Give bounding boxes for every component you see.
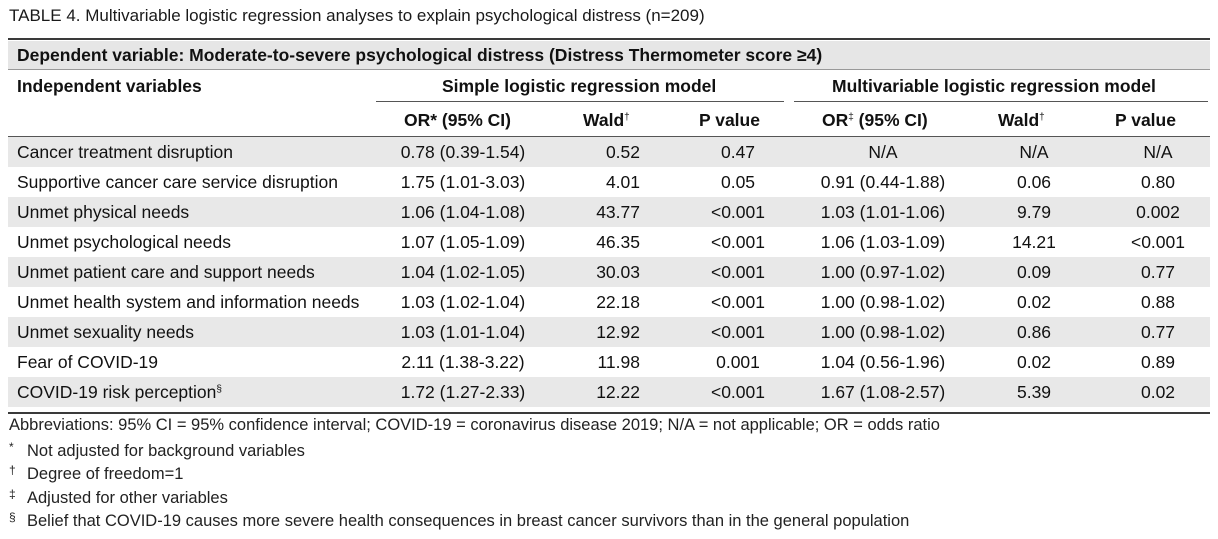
footnote-item: § Belief that COVID-19 causes more severe… xyxy=(9,510,910,530)
multi-wald-cell: N/A xyxy=(1019,142,1049,162)
simple-p-cell: <0.001 xyxy=(710,322,765,342)
simple-wald-cell: 12.92 xyxy=(596,322,640,342)
multi-p-cell: 0.80 xyxy=(1140,172,1176,192)
row-label: Unmet health system and information need… xyxy=(17,292,360,312)
multi-p-cell: 0.002 xyxy=(1136,202,1180,222)
table-row: Unmet psychological needs 1.07 (1.05-1.09… xyxy=(8,227,1210,257)
header-multi-wald: Wald† xyxy=(998,110,1045,130)
footnote-item: † Degree of freedom=1 xyxy=(9,463,184,483)
multi-or-cell: 1.04 (0.56-1.96) xyxy=(820,352,946,372)
simple-wald-cell: 12.22 xyxy=(596,382,640,402)
simple-or-cell: 1.07 (1.05-1.09) xyxy=(400,232,526,252)
row-label: Unmet patient care and support needs xyxy=(17,262,315,282)
row-label: Unmet physical needs xyxy=(17,202,190,222)
dependent-variable-label: Dependent variable: Moderate-to-severe p… xyxy=(17,45,823,65)
table-row: Fear of COVID-19 2.11 (1.38-3.22) 11.98 0.0… xyxy=(8,347,1210,377)
header-simple-or: OR* (95% CI) xyxy=(404,110,511,130)
multi-wald-cell: 9.79 xyxy=(1016,202,1052,222)
footnote-item: * Not adjusted for background variables xyxy=(9,439,305,460)
multi-or-cell: 1.00 (0.98-1.02) xyxy=(820,322,946,342)
dependent-variable-row: Dependent variable: Moderate-to-severe p… xyxy=(8,41,1210,70)
table-number: TABLE 4. xyxy=(9,6,81,25)
simple-or-cell: 1.04 (1.02-1.05) xyxy=(400,262,526,282)
multi-or-cell: 1.00 (0.97-1.02) xyxy=(820,262,946,282)
simple-wald-cell: 0.52 xyxy=(605,142,640,162)
table-row: Unmet physical needs 1.06 (1.04-1.08) 43.7… xyxy=(8,197,1210,227)
simple-p-cell: 0.47 xyxy=(720,142,756,162)
table-row: Unmet health system and information need… xyxy=(8,287,1210,317)
multi-p-cell: 0.77 xyxy=(1140,322,1176,342)
row-label: Unmet psychological needs xyxy=(17,232,232,252)
table-row: Supportive cancer care service disruptio… xyxy=(8,167,1210,197)
multi-wald-cell: 14.21 xyxy=(1012,232,1056,252)
header-multivariable-model: Multivariable logistic regression model xyxy=(832,76,1156,96)
simple-or-cell: 1.72 (1.27-2.33) xyxy=(400,382,526,402)
multi-or-cell: 1.67 (1.08-2.57) xyxy=(820,382,946,402)
multi-p-cell: 0.02 xyxy=(1140,382,1176,402)
simple-p-cell: 0.05 xyxy=(720,172,756,192)
multi-p-cell: 0.88 xyxy=(1140,292,1176,312)
header-multi-p-value: P value xyxy=(1115,110,1176,130)
simple-wald-cell: 43.77 xyxy=(596,202,640,222)
multi-p-cell: 0.89 xyxy=(1140,352,1176,372)
simple-or-cell: 1.06 (1.04-1.08) xyxy=(400,202,526,222)
simple-wald-cell: 4.01 xyxy=(605,172,640,192)
multi-or-cell: 1.00 (0.98-1.02) xyxy=(820,292,946,312)
footnote-abbreviations: Abbreviations: 95% CI = 95% confidence i… xyxy=(9,416,940,434)
simple-p-cell: 0.001 xyxy=(716,352,760,372)
header-divider-multivariable xyxy=(794,101,1208,102)
simple-or-cell: 0.78 (0.39-1.54) xyxy=(400,142,526,162)
simple-or-cell: 1.75 (1.01-3.03) xyxy=(400,172,526,192)
header-simple-model: Simple logistic regression model xyxy=(442,76,717,96)
header-simple-p-value: P value xyxy=(699,110,760,130)
multi-wald-cell: 5.39 xyxy=(1016,382,1052,402)
table-caption: TABLE 4. Multivariable logistic regressi… xyxy=(9,6,705,26)
simple-or-cell: 2.11 (1.38-3.22) xyxy=(401,352,525,372)
multi-wald-cell: 0.06 xyxy=(1016,172,1052,192)
header-simple-wald: Wald† xyxy=(583,110,630,130)
multi-p-cell: <0.001 xyxy=(1130,232,1185,252)
multi-p-cell: N/A xyxy=(1143,142,1173,162)
simple-wald-cell: 22.18 xyxy=(596,292,640,312)
table-frame xyxy=(8,38,1210,414)
simple-p-cell: <0.001 xyxy=(710,382,765,402)
simple-wald-cell: 30.03 xyxy=(596,262,640,282)
header-multi-or: OR‡ (95% CI) xyxy=(822,110,928,130)
row-label: Supportive cancer care service disruptio… xyxy=(17,172,338,192)
simple-or-cell: 1.03 (1.02-1.04) xyxy=(400,292,526,312)
multi-wald-cell: 0.09 xyxy=(1016,262,1052,282)
multi-p-cell: 0.77 xyxy=(1140,262,1176,282)
table-row: Unmet sexuality needs 1.03 (1.01-1.04) 12.… xyxy=(8,317,1210,347)
simple-p-cell: <0.001 xyxy=(710,202,765,222)
simple-p-cell: <0.001 xyxy=(710,232,765,252)
multi-wald-cell: 0.02 xyxy=(1016,352,1052,372)
simple-p-cell: <0.001 xyxy=(710,262,765,282)
table-row: Cancer treatment disruption 0.78 (0.39-1.… xyxy=(8,137,1210,167)
simple-p-cell: <0.001 xyxy=(710,292,765,312)
table-row: Unmet patient care and support needs 1.04… xyxy=(8,257,1210,287)
footnote-item: ‡ Adjusted for other variables xyxy=(9,486,228,507)
multi-or-cell: 0.91 (0.44-1.88) xyxy=(820,172,946,192)
multi-or-cell: 1.03 (1.01-1.06) xyxy=(820,202,946,222)
multi-wald-cell: 0.86 xyxy=(1016,322,1052,342)
multi-wald-cell: 0.02 xyxy=(1016,292,1052,312)
multi-or-cell: 1.06 (1.03-1.09) xyxy=(820,232,946,252)
table-row: COVID-19 risk perception§ 1.72 (1.27-2.33… xyxy=(8,377,1210,407)
simple-wald-cell: 11.98 xyxy=(597,352,641,372)
simple-wald-cell: 46.35 xyxy=(596,232,640,252)
header-independent-variables: Independent variables xyxy=(17,76,202,96)
table-footnotes: Abbreviations: 95% CI = 95% confidence i… xyxy=(9,416,940,534)
table-title: Multivariable logistic regression analys… xyxy=(85,6,705,25)
row-label: Fear of COVID-19 xyxy=(17,352,159,372)
header-bottom-rule xyxy=(8,136,1210,137)
row-label: COVID-19 risk perception§ xyxy=(17,382,222,402)
simple-or-cell: 1.03 (1.01-1.04) xyxy=(400,322,526,342)
row-label: Cancer treatment disruption xyxy=(17,142,233,162)
multi-or-cell: N/A xyxy=(868,142,898,162)
row-label: Unmet sexuality needs xyxy=(17,322,195,342)
header-divider-simple xyxy=(376,101,784,102)
